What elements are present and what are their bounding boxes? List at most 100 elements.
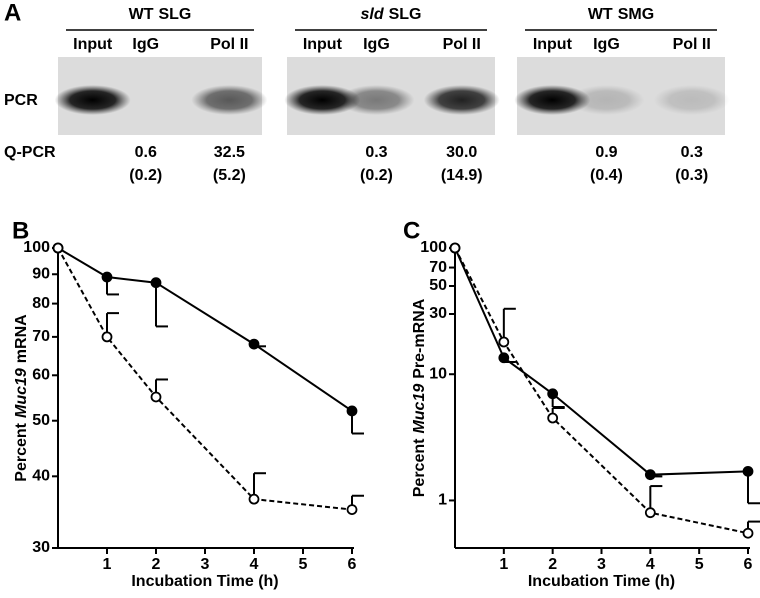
lane-label: Pol II <box>443 36 481 53</box>
y-tick-label: 70 <box>429 259 447 276</box>
group-title-word: SLG <box>158 6 191 23</box>
band <box>423 85 500 115</box>
y-tick-label: 60 <box>32 367 50 384</box>
y-tick-label: 30 <box>429 305 447 322</box>
y-tick-label: 100 <box>23 239 50 256</box>
y-axis-title-word: Muc19 <box>13 368 30 418</box>
y-tick-label: 1 <box>438 492 447 509</box>
y-tick-label: 80 <box>32 295 50 312</box>
band <box>284 85 361 115</box>
panel-label: B <box>12 217 29 244</box>
x-tick-label: 3 <box>201 556 210 573</box>
band <box>191 85 268 115</box>
group-title-word: SLG <box>389 6 422 23</box>
x-tick-label: 1 <box>499 556 508 573</box>
group-title-word: WT <box>588 6 613 23</box>
group-title-word: WT <box>129 6 154 23</box>
panel-label: A <box>4 0 21 26</box>
data-point <box>248 493 260 505</box>
data-point <box>742 465 754 477</box>
series-line <box>454 247 749 476</box>
y-tick-label: 70 <box>32 328 50 345</box>
qpcr-sd: (0.3) <box>675 167 708 184</box>
data-point <box>644 507 656 519</box>
lane-label: Input <box>533 36 573 53</box>
data-point <box>150 277 162 289</box>
y-axis-title: Percent Muc19 Pre-mRNA <box>411 298 428 497</box>
data-point <box>52 242 64 254</box>
qpcr-mean: 32.5 <box>214 144 245 161</box>
data-point <box>547 388 559 400</box>
x-axis-title: Incubation Time (h) <box>528 573 675 590</box>
lane-label: IgG <box>593 36 620 53</box>
y-tick-label: 50 <box>32 412 50 429</box>
lane-label: IgG <box>132 36 159 53</box>
y-tick-label: 10 <box>429 365 447 382</box>
data-point <box>644 469 656 481</box>
x-tick-label: 2 <box>152 556 161 573</box>
band <box>568 85 645 115</box>
y-tick-label: 40 <box>32 468 50 485</box>
y-axis-title-word: Muc19 <box>411 384 428 434</box>
qpcr-sd: (0.2) <box>129 167 162 184</box>
data-point <box>498 352 510 364</box>
x-tick-label: 1 <box>103 556 112 573</box>
y-axis-title-word: mRNA <box>13 314 30 363</box>
band <box>54 85 131 115</box>
band <box>338 85 415 115</box>
band <box>653 85 730 115</box>
lane-label: Pol II <box>210 36 248 53</box>
qpcr-mean: 0.6 <box>135 144 157 161</box>
lane-label: Input <box>73 36 113 53</box>
row-label: PCR <box>4 92 38 109</box>
series-line <box>57 247 353 511</box>
y-axis-title-word: Pre-mRNA <box>411 298 428 378</box>
error-bar <box>502 307 516 343</box>
x-tick-label: 4 <box>646 556 655 573</box>
data-point <box>101 271 113 283</box>
data-point <box>150 391 162 403</box>
data-point <box>547 412 559 424</box>
group-title-word: sld <box>360 6 384 23</box>
group-title: WT SMG <box>588 6 654 23</box>
x-tick-label: 6 <box>348 556 357 573</box>
lane-label: IgG <box>363 36 390 53</box>
x-tick-label: 2 <box>548 556 557 573</box>
y-tick-label: 30 <box>32 539 50 556</box>
qpcr-sd: (5.2) <box>213 167 246 184</box>
panel-label: C <box>403 217 420 244</box>
x-axis-title: Incubation Time (h) <box>131 573 278 590</box>
lane-label: Input <box>303 36 343 53</box>
data-point <box>346 405 358 417</box>
x-tick-label: 5 <box>299 556 308 573</box>
data-point <box>449 242 461 254</box>
qpcr-mean: 0.3 <box>365 144 387 161</box>
y-tick-label: 90 <box>32 265 50 282</box>
y-axis-title-word: Percent <box>411 438 428 497</box>
data-point <box>346 504 358 515</box>
band <box>514 85 591 115</box>
y-axis-title: Percent Muc19 mRNA <box>13 314 30 482</box>
data-point <box>742 527 754 539</box>
y-axis-title-word: Percent <box>13 422 30 481</box>
qpcr-sd: (0.2) <box>360 167 393 184</box>
lane-label: Pol II <box>673 36 711 53</box>
error-bar <box>155 282 168 328</box>
qpcr-mean: 0.9 <box>595 144 617 161</box>
group-title-word: SMG <box>618 6 654 23</box>
series-line <box>454 247 749 535</box>
x-tick-label: 5 <box>695 556 704 573</box>
x-tick-label: 6 <box>744 556 753 573</box>
group-title: sld SLG <box>360 6 421 23</box>
y-tick-label: 100 <box>420 239 447 256</box>
qpcr-mean: 0.3 <box>681 144 703 161</box>
qpcr-sd: (14.9) <box>441 167 483 184</box>
y-tick-label: 50 <box>429 277 447 294</box>
row-label: Q-PCR <box>4 144 56 161</box>
data-point <box>498 336 510 348</box>
data-point <box>248 338 260 350</box>
qpcr-sd: (0.4) <box>590 167 623 184</box>
x-tick-label: 3 <box>597 556 606 573</box>
data-point <box>101 331 113 343</box>
